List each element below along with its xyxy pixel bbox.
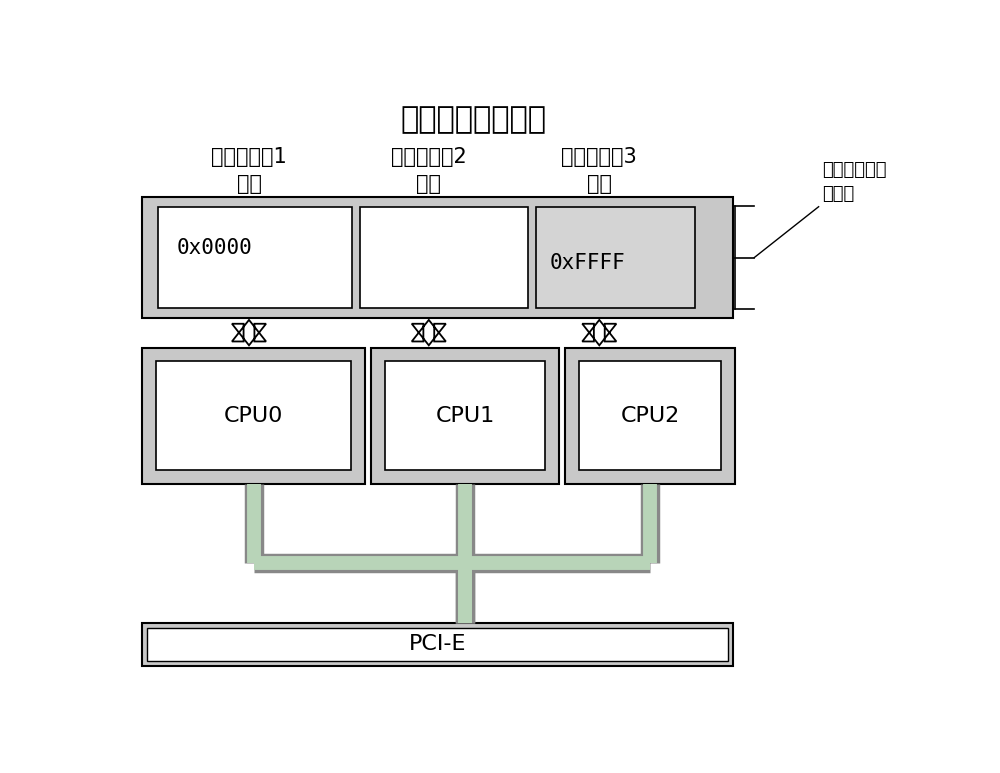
Bar [158,207,352,308]
Text: 0x0000: 0x0000 [177,237,253,257]
Bar [147,628,728,661]
Polygon shape [582,320,616,346]
Bar [385,362,545,470]
Text: CPU2: CPU2 [620,406,680,426]
Bar [156,362,351,470]
Bar [565,348,735,484]
Text: 计算机设备1
内存: 计算机设备1 内存 [211,148,287,194]
Polygon shape [232,320,266,346]
Text: PCI-E: PCI-E [409,635,466,655]
Bar [536,207,695,308]
Polygon shape [412,320,446,346]
Bar [142,348,365,484]
Bar [142,196,733,318]
Bar [142,622,733,666]
Bar [371,348,559,484]
Bar [579,362,721,470]
Text: CPU1: CPU1 [436,406,495,426]
Text: CPU0: CPU0 [224,406,283,426]
Bar [360,207,528,308]
Text: 计算机设备2
内存: 计算机设备2 内存 [391,148,467,194]
Text: 单一内存空间地址: 单一内存空间地址 [401,105,547,135]
Text: 计算机设备3
内存: 计算机设备3 内存 [561,148,637,194]
Text: 0xFFFF: 0xFFFF [550,253,625,273]
Text: 共享虚拟内存
寻址表: 共享虚拟内存 寻址表 [822,162,887,203]
